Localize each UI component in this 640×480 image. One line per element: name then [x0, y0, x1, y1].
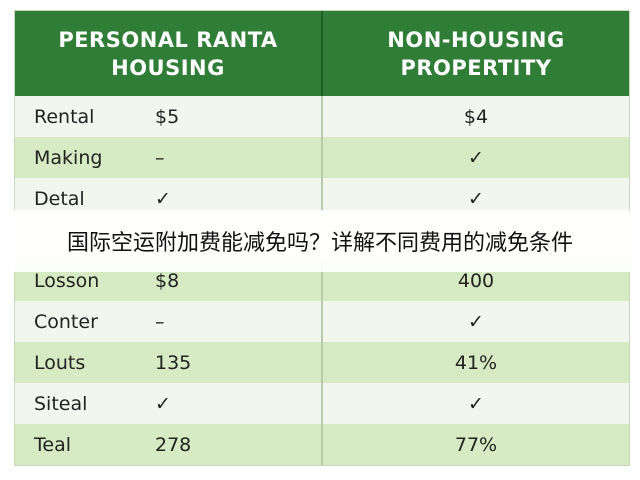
row-label: Teal	[34, 433, 71, 456]
cell: Detal ✓	[15, 178, 323, 219]
table-row: Teal 278 77%	[15, 424, 629, 465]
cell-value: –	[155, 146, 165, 169]
cell: Conter –	[15, 301, 323, 342]
row-label: Rental	[34, 105, 95, 128]
table-row: Louts 135 41%	[15, 342, 629, 383]
cell-value: ✓	[155, 392, 171, 415]
cell-value: ✓	[155, 187, 171, 210]
row-label: Conter	[34, 310, 98, 333]
cell-value: 400	[457, 269, 495, 292]
cell-value: 41%	[454, 351, 498, 374]
cell-value: –	[155, 310, 165, 333]
cell-value: 278	[155, 433, 192, 456]
header-cell: NON-HOUSING PROPERTITY	[387, 27, 565, 80]
header-cell: PERSONAL RANTA HOUSING	[15, 11, 323, 96]
cell-value: $4	[463, 105, 489, 128]
table-row: Rental $5 $4	[15, 96, 629, 137]
row-label: Louts	[34, 351, 86, 374]
banner: 国际空运附加费能减免吗？详解不同费用的减免条件	[0, 210, 640, 272]
cell-value: 135	[155, 351, 192, 374]
row-label: Detal	[34, 187, 85, 210]
row-label: Making	[34, 146, 103, 169]
cell-value: ✓	[468, 310, 484, 333]
cell-value: 77%	[454, 433, 498, 456]
cell-value: ✓	[468, 187, 484, 210]
cell: Making –	[15, 137, 323, 178]
table-row: Conter – ✓	[15, 301, 629, 342]
row-label: Losson	[34, 269, 100, 292]
cell-value: $5	[155, 105, 180, 128]
cell-value: ✓	[468, 392, 484, 415]
cell: Louts 135	[15, 342, 323, 383]
cell-value: $8	[155, 269, 180, 292]
cell: Losson $8	[15, 260, 323, 301]
cell: Teal 278	[15, 424, 323, 465]
header-row: PERSONAL RANTA HOUSING NON-HOUSING PROPE…	[15, 11, 629, 96]
cell: Rental $5	[15, 96, 323, 137]
table-row: Making – ✓	[15, 137, 629, 178]
table-row: Siteal ✓ ✓	[15, 383, 629, 424]
cell-value: ✓	[468, 146, 484, 169]
row-label: Siteal	[34, 392, 88, 415]
table-body: Rental $5 $4 Making – ✓ Detal ✓ ✓ Losson $8 400 Cont…	[15, 96, 629, 465]
cell: Siteal ✓	[15, 383, 323, 424]
